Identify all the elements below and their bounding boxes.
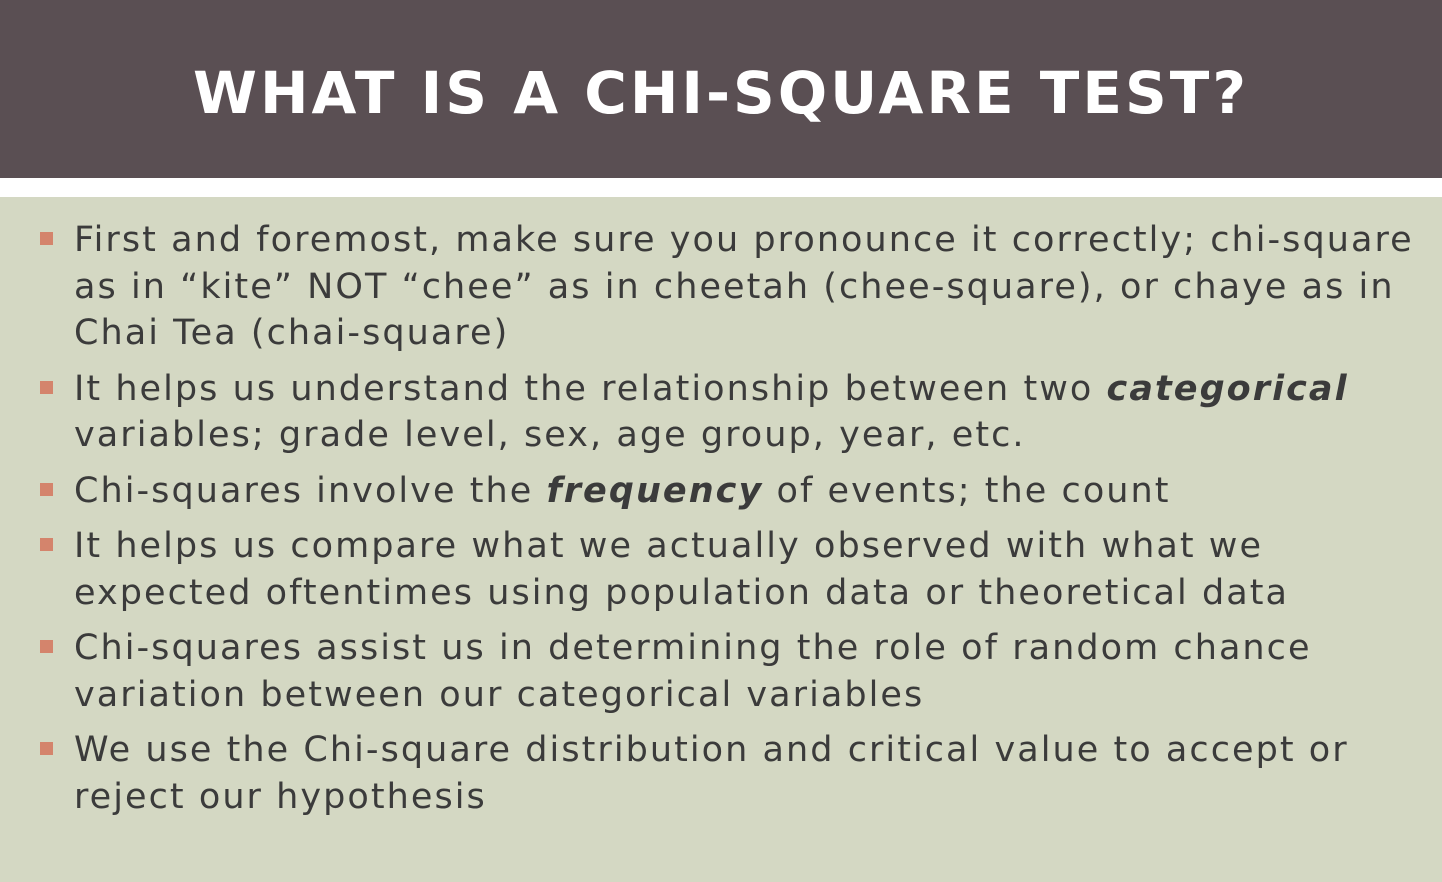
bullet-marker-icon [40,538,53,551]
bullet-emphasis: categorical [1106,368,1349,409]
title-bar: WHAT IS A CHI-SQUARE TEST? [0,0,1442,178]
bullet-text: variables; grade level, sex, age group, … [74,415,1026,455]
bullet-marker-icon [40,232,53,245]
bullet-distribution: We use the Chi-square distribution and c… [40,727,1430,820]
bullet-random-chance: Chi-squares assist us in determining the… [40,625,1430,718]
bullet-marker-icon [40,640,53,653]
bullet-marker-icon [40,380,53,394]
bullet-text: It helps us understand the relationship … [74,368,1107,409]
bullet-text: of events; the count [763,470,1171,511]
content-area: First and foremost, make sure you pronou… [0,197,1442,882]
bullet-relationship: It helps us understand the relationship … [40,366,1430,459]
bullet-frequency: Chi-squares involve the frequency of eve… [40,468,1430,515]
bullet-text: We use the Chi-square distribution and c… [74,730,1349,817]
bullet-text: Chi-squares involve the [74,470,547,511]
bullet-emphasis: frequency [546,470,764,511]
slide-title: WHAT IS A CHI-SQUARE TEST? [193,59,1249,127]
bullet-observed-expected: It helps us compare what we actually obs… [40,523,1430,616]
bullet-marker-icon [40,482,53,496]
bullet-text: It helps us compare what we actually obs… [74,526,1290,613]
bullet-marker-icon [40,742,53,755]
bullet-pronunciation: First and foremost, make sure you pronou… [40,217,1430,357]
bullet-text: Chi-squares assist us in determining the… [74,628,1312,715]
bullet-text: First and foremost, make sure you pronou… [74,220,1414,353]
bullet-list: First and foremost, make sure you pronou… [40,217,1430,829]
